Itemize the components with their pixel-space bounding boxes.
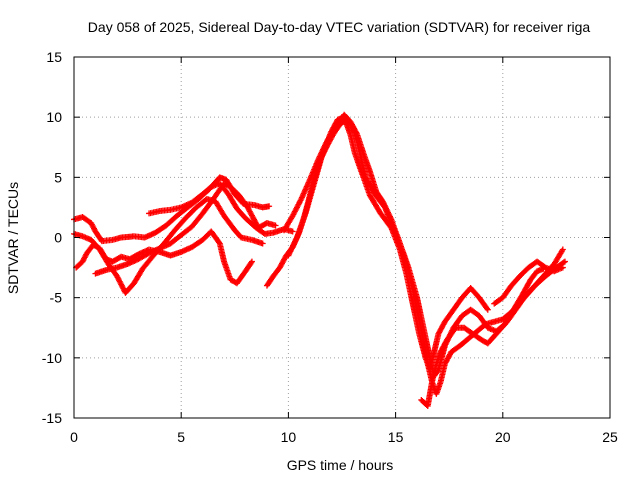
series-sat-c: [73, 228, 255, 287]
data-point: [560, 259, 567, 266]
data-point: [289, 228, 296, 235]
y-tick-label: 0: [54, 230, 62, 246]
data-point: [248, 258, 255, 265]
data-point: [248, 259, 255, 266]
y-tick-label: 5: [54, 169, 62, 185]
data-point: [561, 258, 568, 265]
data-points: [71, 111, 568, 409]
chart-title: Day 058 of 2025, Sidereal Day-to-day VTE…: [88, 19, 591, 35]
series-sat-h: [285, 114, 491, 373]
grid-layer: [74, 57, 610, 418]
x-axis-label: GPS time / hours: [287, 457, 394, 473]
series-sat-e: [146, 180, 296, 237]
x-tick-label: 10: [281, 429, 297, 445]
series-sat-i: [418, 258, 568, 409]
data-point: [559, 264, 566, 271]
y-axis-label: SDTVAR / TECUs: [5, 182, 21, 294]
data-point: [353, 129, 360, 136]
data-point: [266, 203, 273, 210]
tick-labels: 0 5 10 15 20 25 -15 -10 -5 0 5 10 15: [42, 49, 618, 445]
data-point: [259, 240, 266, 247]
data-point: [484, 306, 491, 313]
y-tick-label: 15: [46, 49, 62, 65]
series-sat-a: [71, 174, 273, 245]
x-tick-label: 5: [177, 429, 185, 445]
tick-layer: [73, 56, 611, 419]
data-point: [215, 239, 222, 246]
y-tick-label: -5: [50, 290, 63, 306]
x-tick-label: 0: [70, 429, 78, 445]
series-sat-j: [491, 258, 566, 307]
x-tick-label: 20: [495, 429, 511, 445]
series-sat-f: [263, 116, 566, 397]
y-tick-label: -10: [42, 350, 62, 366]
data-point: [559, 246, 566, 253]
y-tick-label: -15: [42, 410, 62, 426]
x-tick-label: 25: [602, 429, 618, 445]
data-point: [559, 247, 566, 254]
data-point: [483, 305, 490, 312]
x-tick-label: 15: [388, 429, 404, 445]
y-tick-label: 10: [46, 109, 62, 125]
data-point: [272, 222, 279, 229]
